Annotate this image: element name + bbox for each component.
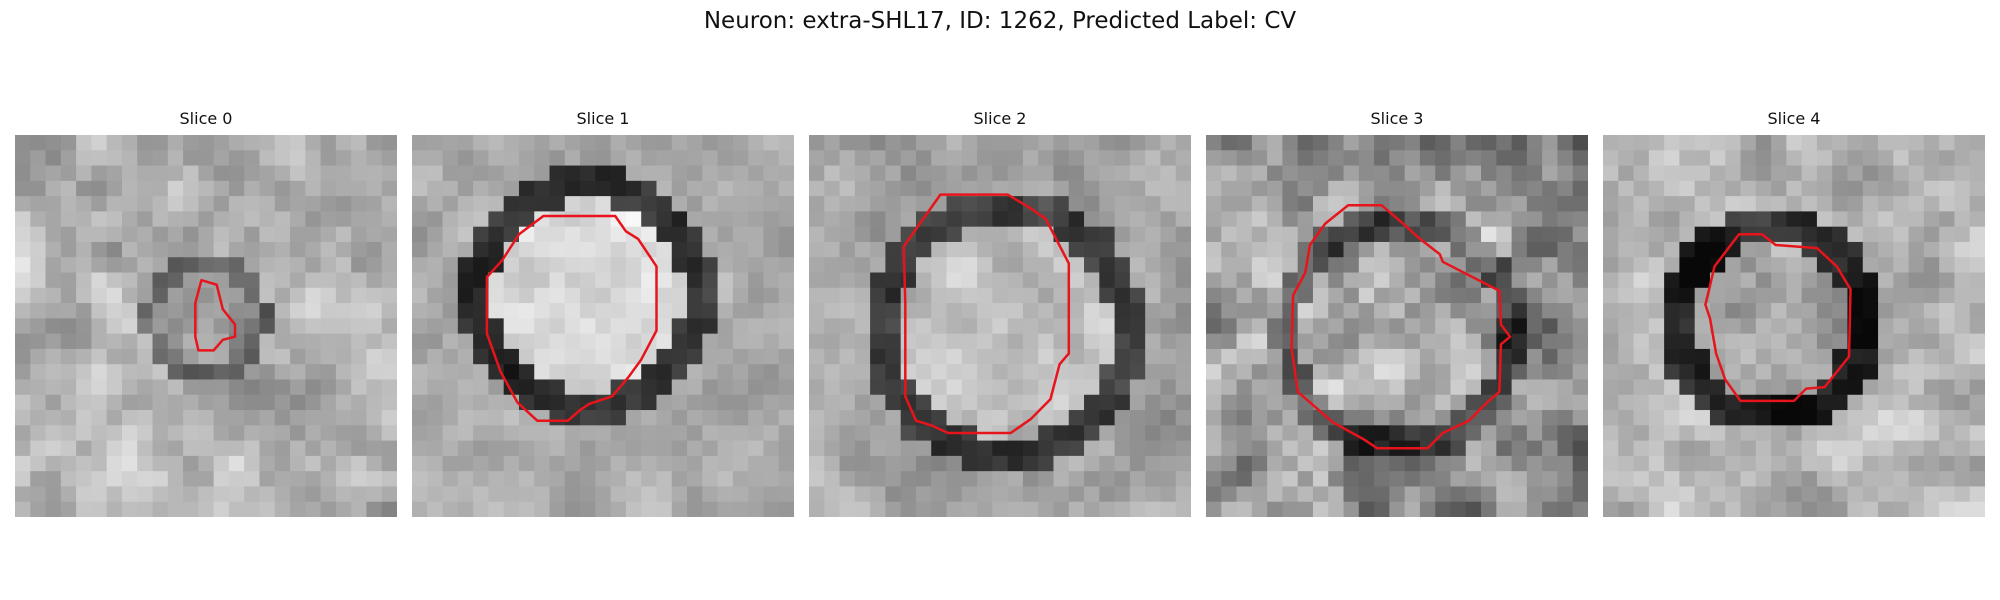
slice-image-2 bbox=[809, 135, 1191, 517]
slice-panel-3: Slice 3 bbox=[1206, 109, 1588, 517]
slice-panel-1: Slice 1 bbox=[412, 109, 794, 517]
slice-panel-4: Slice 4 bbox=[1603, 109, 1985, 517]
slice-title-0: Slice 0 bbox=[179, 109, 233, 128]
slice-title-2: Slice 2 bbox=[973, 109, 1027, 128]
slice-pixels bbox=[412, 135, 794, 517]
slice-image-4 bbox=[1603, 135, 1985, 517]
slice-panel-2: Slice 2 bbox=[809, 109, 1191, 517]
slice-title-4: Slice 4 bbox=[1767, 109, 1821, 128]
slice-image-3 bbox=[1206, 135, 1588, 517]
slice-pixels bbox=[809, 135, 1191, 517]
slice-pixels bbox=[15, 135, 397, 517]
segmentation-contour bbox=[194, 278, 237, 352]
segmentation-contour bbox=[1704, 233, 1852, 403]
figure-title: Neuron: extra-SHL17, ID: 1262, Predicted… bbox=[703, 8, 1297, 34]
slice-panel-0: Slice 0 bbox=[15, 109, 397, 517]
slice-pixels bbox=[1603, 135, 1985, 517]
segmentation-contour bbox=[902, 193, 1071, 435]
segmentation-contour bbox=[485, 214, 658, 422]
slice-pixels bbox=[1206, 135, 1588, 517]
slice-image-0 bbox=[15, 135, 397, 517]
slice-image-1 bbox=[412, 135, 794, 517]
slice-title-3: Slice 3 bbox=[1370, 109, 1424, 128]
segmentation-contour bbox=[1290, 204, 1512, 450]
slice-title-1: Slice 1 bbox=[576, 109, 630, 128]
